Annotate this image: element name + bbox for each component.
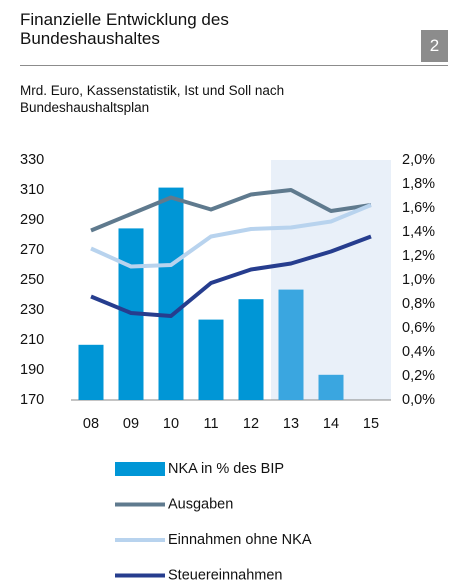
y2-tick-label: 0,8%: [402, 296, 435, 312]
y-tick-label: 230: [20, 302, 44, 318]
legend-label: NKA in % des BIP: [168, 461, 284, 477]
x-tick-label: 09: [123, 416, 139, 432]
y-tick-label: 250: [20, 272, 44, 288]
line: [90, 234, 372, 318]
chart-subtitle: Mrd. Euro, Kassenstatistik, Ist und Soll…: [20, 83, 285, 115]
x-tick-label: 08: [83, 416, 99, 432]
y2-tick-label: 2,0%: [402, 152, 435, 168]
x-tick-label: 14: [323, 416, 339, 432]
legend-swatch: [115, 462, 165, 476]
y-tick-label: 190: [20, 362, 44, 378]
y-tick-label: 170: [20, 392, 44, 408]
x-tick-label: 10: [163, 416, 179, 432]
y-tick-label: 310: [20, 182, 44, 198]
y2-tick-label: 0,0%: [402, 392, 435, 408]
y2-tick-label: 1,8%: [402, 176, 435, 192]
bar: [198, 319, 224, 400]
y2-tick-label: 1,6%: [402, 200, 435, 216]
page-badge: 2: [421, 30, 448, 62]
x-tick-label: 12: [243, 416, 259, 432]
y2-tick-label: 0,6%: [402, 320, 435, 336]
legend-label: Steuereinnahmen: [168, 567, 282, 583]
y2-tick-label: 1,2%: [402, 248, 435, 264]
bar: [238, 299, 264, 400]
y2-tick-label: 0,2%: [402, 368, 435, 384]
bar: [158, 187, 184, 400]
line: [90, 203, 372, 269]
y-tick-label: 270: [20, 242, 44, 258]
bar: [78, 344, 104, 400]
legend-label: Ausgaben: [168, 496, 233, 512]
y-tick-label: 290: [20, 212, 44, 228]
line: [90, 188, 372, 233]
y-tick-label: 210: [20, 332, 44, 348]
y-tick-label: 330: [20, 152, 44, 168]
x-tick-label: 13: [283, 416, 299, 432]
bar: [278, 289, 304, 400]
chart-title: Finanzielle Entwicklung des Bundeshausha…: [20, 10, 229, 48]
bar: [318, 374, 344, 400]
x-tick-label: 15: [363, 416, 379, 432]
x-tick-label: 11: [203, 416, 218, 432]
y2-tick-label: 1,4%: [402, 224, 435, 240]
legend-label: Einnahmen ohne NKA: [168, 532, 312, 548]
y2-tick-label: 0,4%: [402, 344, 435, 360]
title-rule: [20, 65, 448, 66]
y2-tick-label: 1,0%: [402, 272, 435, 288]
